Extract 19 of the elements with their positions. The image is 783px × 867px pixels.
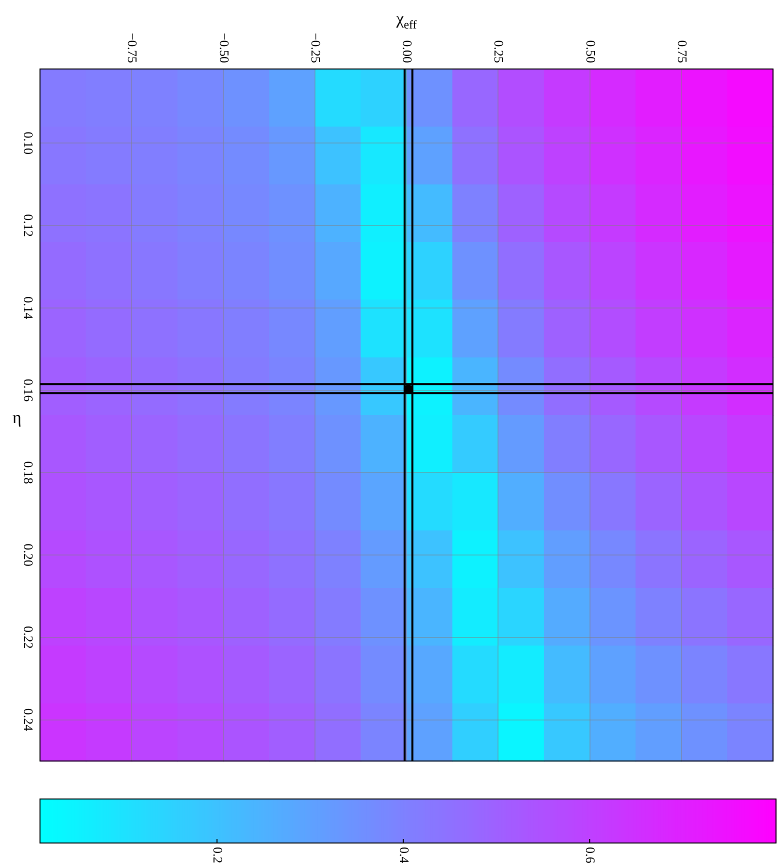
y-tick-label: 0.20 (21, 544, 36, 566)
x-tick-label: 0.00 (400, 40, 416, 63)
x-tick-label: −0.25 (308, 32, 324, 63)
y-axis-title: η (12, 408, 22, 427)
color-bar-label: 0.4 (396, 847, 412, 864)
x-tick-label: 0.50 (583, 40, 598, 63)
y-tick-label: 0.14 (21, 296, 36, 320)
x-tick-label: −0.75 (125, 32, 140, 63)
y-tick-label: 0.16 (21, 378, 36, 402)
y-tick-label: 0.10 (21, 132, 36, 155)
color-bar-label: 0.6 (583, 847, 598, 864)
x-tick-label: −0.50 (216, 32, 232, 63)
y-tick-label: 0.22 (21, 626, 36, 649)
y-tick-label: 0.18 (21, 461, 36, 484)
y-tick-label: 0.12 (21, 214, 36, 237)
x-tick-label: 0.25 (492, 40, 507, 63)
x-tick-label: 0.75 (674, 40, 690, 63)
color-bar-label: 0.2 (210, 847, 226, 864)
y-tick-label: 0.24 (21, 708, 36, 732)
